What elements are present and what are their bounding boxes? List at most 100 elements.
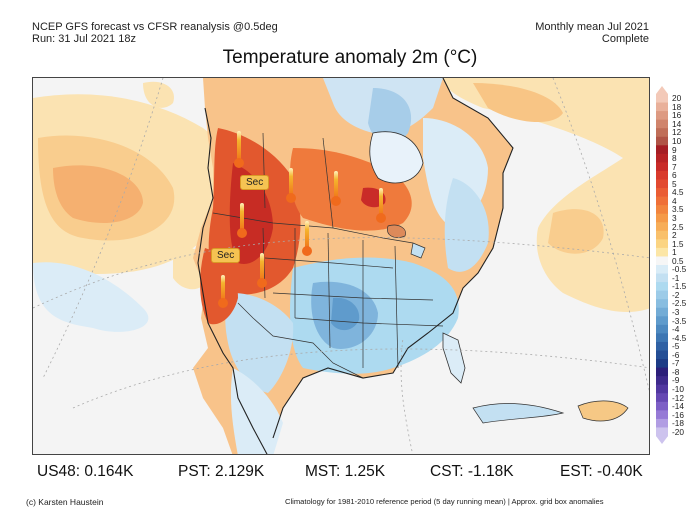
map-title: Temperature anomaly 2m (°C)	[222, 47, 478, 68]
colorbar-tick-label: 14	[672, 118, 682, 129]
colorbar-tick-label: 18	[672, 101, 682, 112]
period-info: Monthly mean Jul 2021 Complete	[535, 21, 649, 45]
colorbar-swatch	[656, 273, 668, 283]
hudson-bay	[369, 131, 424, 184]
colorbar-swatch	[656, 393, 668, 403]
colorbar-swatch	[656, 333, 668, 343]
colorbar-tick-label: 2	[672, 230, 677, 241]
run-info: NCEP GFS forecast vs CFSR reanalysis @0.…	[32, 21, 278, 45]
thermometer-icon[interactable]	[331, 171, 341, 206]
model-label: NCEP GFS forecast vs CFSR reanalysis @0.…	[32, 21, 278, 33]
stat-mst: MST: 1.25K	[305, 463, 386, 480]
thermometer-icon[interactable]	[302, 221, 312, 256]
colorbar-swatch	[656, 179, 668, 189]
thermometer-icon[interactable]	[218, 275, 228, 308]
thermometer-icon[interactable]	[257, 253, 267, 288]
colorbar-swatch	[656, 239, 668, 249]
colorbar-tick-label: -0.5	[672, 264, 687, 275]
colorbar-swatch	[656, 299, 668, 309]
colorbar-swatch	[656, 350, 668, 360]
colorbar-swatch	[656, 119, 668, 129]
colorbar-tick-label: 6	[672, 170, 677, 181]
colorbar-swatch	[656, 265, 668, 275]
thermometer-icon[interactable]	[234, 131, 244, 168]
run-label: Run: 31 Jul 2021 18z	[32, 33, 136, 45]
colorbar-swatch	[656, 410, 668, 420]
colorbar-swatch	[656, 128, 668, 138]
colorbar-swatch	[656, 359, 668, 369]
colorbar-swatch	[656, 213, 668, 223]
colorbar-tick-label: -4	[672, 324, 680, 335]
climatology-note: Climatology for 1981-2010 reference peri…	[285, 497, 604, 506]
thermometer-layer	[218, 131, 386, 308]
map-canvas	[33, 78, 649, 454]
colorbar-swatch	[656, 145, 668, 155]
colorbar-swatch	[656, 196, 668, 206]
atlantic-warm-area	[443, 78, 649, 313]
coastline	[197, 78, 514, 454]
colorbar-tick-label: -8	[672, 366, 680, 377]
colorbar-swatch	[656, 205, 668, 215]
colorbar-tick-label: 2.5	[672, 221, 684, 232]
colorbar-tick-label: -1	[672, 272, 680, 283]
colorbar-swatch	[656, 222, 668, 232]
colorbar-tick-label: -6	[672, 349, 680, 360]
colorbar-swatch	[656, 418, 668, 428]
colorbar-tick-label: -3.5	[672, 315, 687, 326]
thermometer-icon[interactable]	[286, 168, 296, 203]
colorbar-tick-label: -4.5	[672, 332, 687, 343]
colorbar-max-arrow	[656, 86, 668, 94]
colorbar-tick-label: -16	[672, 409, 684, 420]
stat-est: EST: -0.40K	[560, 463, 643, 480]
colorbar-tick-label: -5	[672, 341, 680, 352]
colorbar-tick-label: 4	[672, 195, 677, 206]
colorbar-swatch	[656, 256, 668, 266]
colorbar-tick-label: 9	[672, 144, 677, 155]
sec-marker[interactable]: Sec	[211, 248, 241, 263]
colorbar-swatch	[656, 282, 668, 292]
colorbar-swatch	[656, 384, 668, 394]
colorbar-swatch	[656, 376, 668, 386]
colorbar-swatch	[656, 247, 668, 257]
colorbar-tick-label: 1	[672, 247, 677, 258]
colorbar-swatch	[656, 324, 668, 334]
colorbar-swatch	[656, 427, 668, 437]
sec-marker[interactable]: Sec	[240, 175, 270, 190]
colorbar-swatch	[656, 290, 668, 300]
colorbar-tick-label: 3.5	[672, 204, 684, 215]
colorbar-tick-label: 16	[672, 110, 682, 121]
colorbar-swatch	[656, 153, 668, 163]
colorbar-tick-label: 12	[672, 127, 682, 138]
anomaly-map: Sec Sec	[32, 77, 650, 455]
colorbar-swatch	[656, 188, 668, 198]
stat-pst: PST: 2.129K	[178, 463, 265, 480]
thermometer-icon[interactable]	[237, 203, 247, 238]
colorbar-swatch	[656, 341, 668, 351]
pacific-cool-area	[33, 262, 149, 332]
colorbar-tick-label: -20	[672, 426, 684, 437]
political-borders	[212, 132, 444, 379]
colorbar-swatch	[656, 307, 668, 317]
regional-stats: US48: 0.164K PST: 2.129K MST: 1.25K CST:…	[0, 463, 700, 483]
colorbar-swatch	[656, 111, 668, 121]
thermometer-icon[interactable]	[376, 188, 386, 223]
colorbar-tick-label: -9	[672, 375, 680, 386]
colorbar-tick-label: -7	[672, 358, 680, 369]
colorbar-tick-label: -10	[672, 383, 684, 394]
colorbar-min-arrow	[656, 436, 668, 444]
colorbar-swatch	[656, 316, 668, 326]
stat-us48: US48: 0.164K	[37, 463, 134, 480]
colorbar-tick-label: 8	[672, 153, 677, 164]
colorbar-tick-label: -18	[672, 418, 684, 429]
credit: (c) Karsten Haustein	[26, 497, 104, 507]
colorbar-swatch	[656, 230, 668, 240]
colorbar-tick-label: -3	[672, 307, 680, 318]
status-label: Complete	[601, 33, 649, 45]
colorbar-tick-label: -1.5	[672, 281, 687, 292]
colorbar	[656, 86, 668, 444]
colorbar-tick-label: -2	[672, 289, 680, 300]
colorbar-tick-label: 1.5	[672, 238, 684, 249]
colorbar-tick-label: -12	[672, 392, 684, 403]
colorbar-tick-label: -14	[672, 401, 684, 412]
colorbar-swatch	[656, 170, 668, 180]
